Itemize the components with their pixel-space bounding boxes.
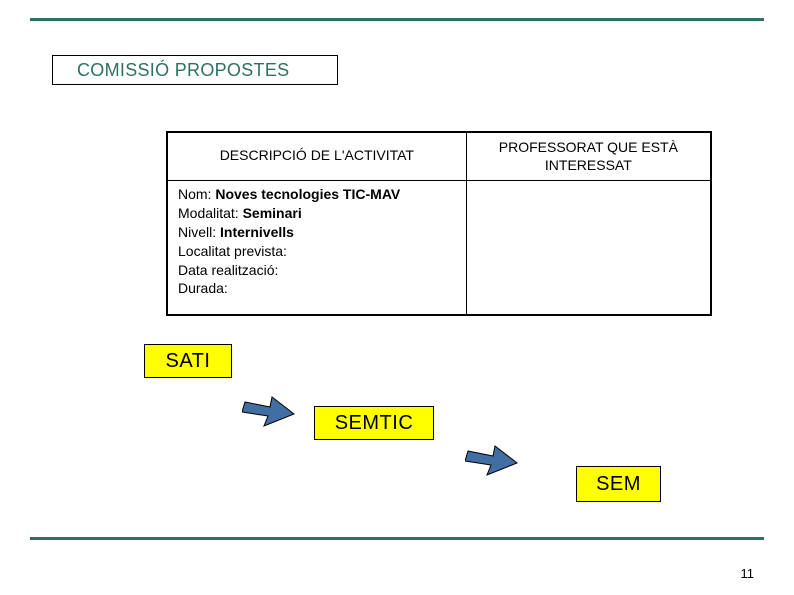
col-header-descripcio: DESCRIPCIÓ DE L'ACTIVITAT [167,132,466,181]
field-nivell: Nivell: Internivells [178,223,458,242]
arrow-icon [242,392,297,428]
professorat-cell [466,181,711,316]
field-durada: Durada: [178,279,458,298]
arrow-shape [242,397,294,426]
box-sem: SEM [576,466,661,502]
field-nom: Nom: Noves tecnologies TIC-MAV [178,185,458,204]
box-sem-label: SEM [596,473,641,496]
box-sati: SATI [144,344,232,378]
slide-title: COMISSIÓ PROPOSTES [77,60,289,81]
title-box: COMISSIÓ PROPOSTES [52,55,338,85]
slide-frame: COMISSIÓ PROPOSTES DESCRIPCIÓ DE L'ACTIV… [30,18,764,540]
box-semtic-label: SEMTIC [335,412,414,435]
activity-table: DESCRIPCIÓ DE L'ACTIVITAT PROFESSORAT QU… [166,131,712,316]
arrow-icon [465,441,520,477]
field-localitat: Localitat prevista: [178,242,458,261]
table-header-row: DESCRIPCIÓ DE L'ACTIVITAT PROFESSORAT QU… [167,132,711,181]
arrow-shape [465,446,517,475]
page-number: 11 [741,566,755,581]
box-sati-label: SATI [166,350,211,373]
field-modalitat: Modalitat: Seminari [178,204,458,223]
table-row: Nom: Noves tecnologies TIC-MAV Modalitat… [167,181,711,316]
box-semtic: SEMTIC [314,406,434,440]
col-header-professorat: PROFESSORAT QUE ESTÀ INTERESSAT [466,132,711,181]
field-data: Data realització: [178,261,458,280]
activity-fields-cell: Nom: Noves tecnologies TIC-MAV Modalitat… [167,181,466,316]
